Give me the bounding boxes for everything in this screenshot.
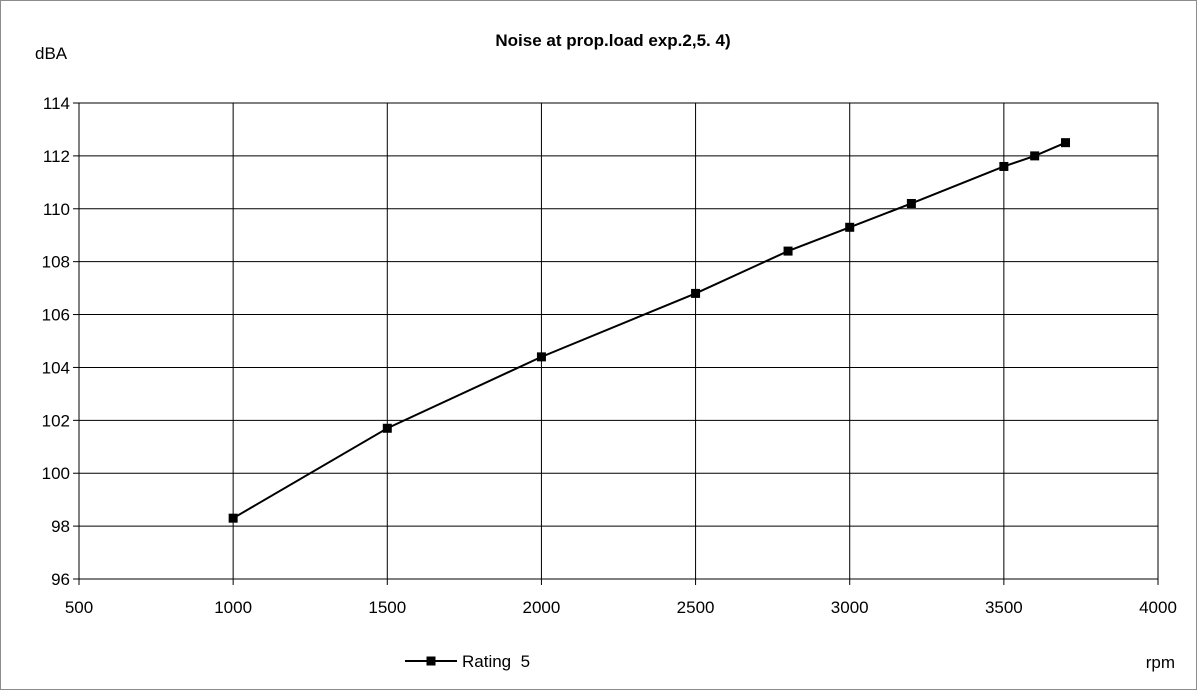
data-point (1030, 151, 1040, 161)
x-tick-label: 1500 (368, 598, 406, 617)
x-tick-label: 2000 (523, 598, 561, 617)
axis-ticks: 96 98 100 102 104 106 108 110 112 114 500 1000 1500 2… (42, 94, 1177, 617)
data-point (1061, 138, 1071, 148)
data-point (691, 288, 701, 298)
data-point (783, 246, 793, 256)
y-tick-label: 102 (42, 411, 70, 430)
chart-title: Noise at prop.load exp.2,5. 4) (495, 31, 730, 50)
y-tick-label: 110 (43, 200, 70, 219)
data-point (845, 222, 855, 232)
x-tick-label: 500 (65, 598, 93, 617)
grid (78, 102, 1159, 580)
x-axis-label: rpm (1146, 653, 1175, 672)
y-tick-label: 112 (43, 147, 70, 166)
y-axis-label: dBA (35, 44, 68, 63)
x-tick-label: 1000 (214, 598, 252, 617)
plot-area (78, 102, 1159, 580)
data-point (906, 198, 916, 208)
y-tick-label: 108 (42, 253, 70, 272)
data-point (999, 161, 1009, 171)
y-tick-label: 114 (43, 94, 70, 113)
series (228, 138, 1071, 523)
x-tick-label: 3500 (985, 598, 1023, 617)
x-tick-label: 4000 (1139, 598, 1177, 617)
series-line (232, 141, 1066, 520)
y-tick-label: 98 (51, 517, 70, 536)
y-tick-label: 96 (51, 570, 70, 589)
legend-marker (426, 656, 436, 666)
x-tick-label: 3000 (831, 598, 869, 617)
legend-label: Rating 5 (462, 652, 530, 671)
y-tick-label: 106 (42, 306, 70, 325)
data-point (536, 352, 546, 362)
x-tick-label: 2500 (677, 598, 715, 617)
data-point (382, 423, 392, 433)
y-tick-label: 100 (42, 464, 70, 483)
y-tick-label: 104 (42, 358, 70, 377)
data-point (228, 513, 238, 523)
legend: Rating 5 (405, 652, 530, 671)
